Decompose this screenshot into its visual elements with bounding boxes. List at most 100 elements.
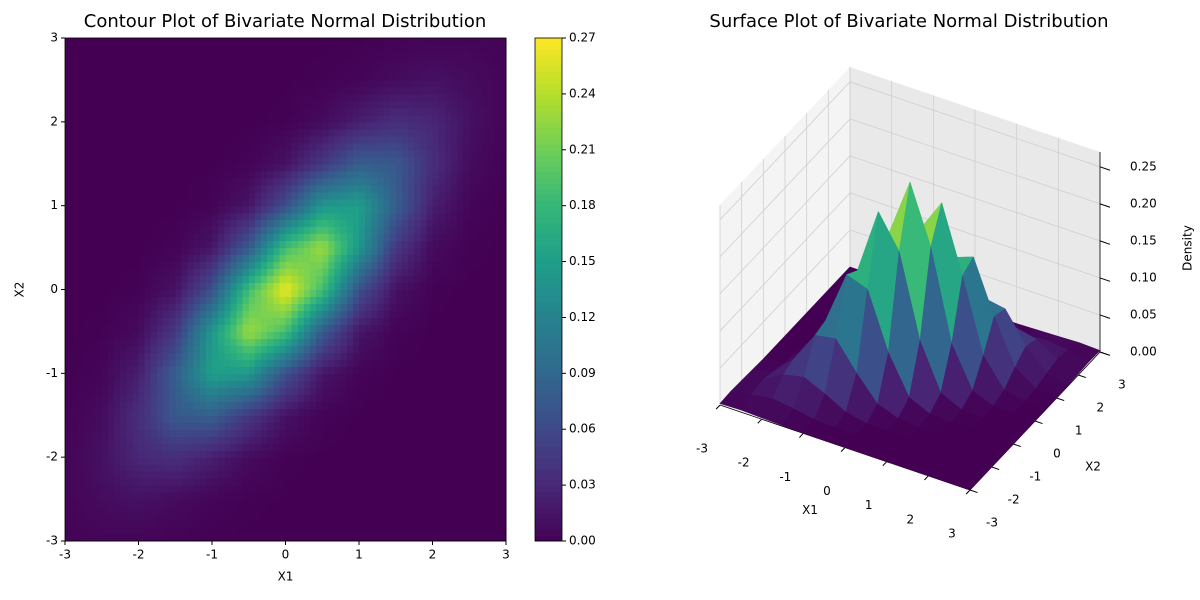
- contour-cell: [187, 93, 195, 102]
- contour-cell: [279, 513, 287, 521]
- contour-cell: [401, 366, 409, 374]
- contour-cell: [432, 373, 440, 381]
- contour-cell: [401, 107, 409, 116]
- contour-cell: [138, 58, 146, 67]
- contour-cell: [212, 240, 219, 249]
- contour-cell: [187, 450, 195, 458]
- contour-cell: [71, 520, 78, 528]
- contour-cell: [212, 331, 219, 340]
- contour-cell: [463, 394, 470, 402]
- contour-cell: [457, 324, 464, 333]
- contour-cell: [414, 296, 421, 305]
- contour-cell: [359, 464, 366, 472]
- contour-cell: [334, 156, 342, 165]
- contour-cell: [114, 450, 121, 458]
- contour-cell: [248, 513, 256, 521]
- contour-cell: [212, 107, 219, 116]
- contour-cell: [218, 177, 225, 186]
- contour-cell: [481, 247, 489, 256]
- contour-cell: [236, 331, 244, 340]
- contour-cell: [242, 44, 250, 53]
- contour-cell: [267, 212, 274, 221]
- contour-cell: [236, 296, 244, 305]
- contour-cell: [487, 317, 495, 326]
- contour-cell: [469, 93, 476, 102]
- contour-cell: [328, 128, 336, 137]
- contour-cell: [310, 212, 317, 221]
- contour-cell: [487, 100, 495, 109]
- contour-cell: [218, 254, 225, 263]
- contour-cell: [475, 492, 483, 500]
- contour-cell: [365, 79, 372, 88]
- contour-cell: [77, 212, 84, 221]
- contour-cell: [193, 429, 201, 437]
- contour-cell: [120, 38, 127, 46]
- contour-cell: [230, 506, 238, 514]
- contour-cell: [420, 506, 427, 514]
- contour-cell: [89, 303, 97, 312]
- contour-cell: [328, 499, 336, 507]
- contour-cell: [254, 359, 262, 367]
- contour-cell: [181, 464, 189, 472]
- contour-cell: [291, 79, 299, 88]
- contour-cell: [65, 65, 72, 74]
- contour-cell: [181, 289, 189, 298]
- contour-cell: [359, 212, 366, 221]
- contour-cell: [481, 79, 489, 88]
- contour-cell: [334, 429, 342, 437]
- contour-cell: [279, 352, 287, 360]
- contour-cell: [383, 534, 391, 542]
- contour-cell: [457, 310, 464, 319]
- contour-cell: [352, 289, 360, 298]
- contour-cell: [199, 177, 207, 186]
- contour-cell: [261, 100, 268, 109]
- contour-cell: [205, 79, 213, 88]
- contour-cell: [359, 429, 366, 437]
- contour-cell: [267, 198, 274, 207]
- contour-cell: [457, 422, 464, 430]
- contour-cell: [187, 303, 195, 312]
- contour-cell: [420, 471, 427, 479]
- contour-cell: [65, 408, 72, 416]
- contour-cell: [328, 261, 336, 270]
- contour-cell: [273, 51, 280, 60]
- contour-cell: [408, 478, 415, 486]
- contour-cell: [328, 394, 336, 402]
- contour-cell: [487, 387, 495, 395]
- contour-cell: [328, 478, 336, 486]
- contour-cell: [438, 177, 446, 186]
- contour-cell: [285, 303, 293, 312]
- contour-cell: [107, 478, 115, 486]
- contour-cell: [95, 163, 103, 172]
- contour-cell: [408, 254, 415, 263]
- contour-cell: [212, 233, 219, 242]
- contour-cell: [475, 422, 483, 430]
- contour-cell: [193, 443, 201, 451]
- contour-cell: [303, 247, 311, 256]
- contour-cell: [340, 303, 348, 312]
- contour-cell: [267, 471, 274, 479]
- contour-cell: [334, 408, 342, 416]
- contour-cell: [150, 324, 158, 333]
- contour-cell: [224, 268, 231, 277]
- contour-cell: [487, 268, 495, 277]
- contour-cell: [156, 163, 164, 172]
- contour-cell: [65, 79, 72, 88]
- contour-cell: [432, 100, 440, 109]
- contour-cell: [408, 324, 415, 333]
- contour-cell: [408, 114, 415, 123]
- contour-cell: [352, 345, 360, 353]
- contour-cell: [322, 135, 329, 144]
- contour-cell: [89, 317, 97, 326]
- contour-cell: [457, 506, 464, 514]
- contour-cell: [114, 429, 121, 437]
- contour-cell: [291, 527, 299, 535]
- contour-cell: [279, 450, 287, 458]
- contour-cell: [224, 401, 231, 409]
- contour-cell: [457, 289, 464, 298]
- contour-cell: [395, 163, 403, 172]
- contour-cell: [432, 443, 440, 451]
- contour-cell: [303, 261, 311, 270]
- contour-cell: [138, 485, 146, 493]
- contour-cell: [175, 471, 182, 479]
